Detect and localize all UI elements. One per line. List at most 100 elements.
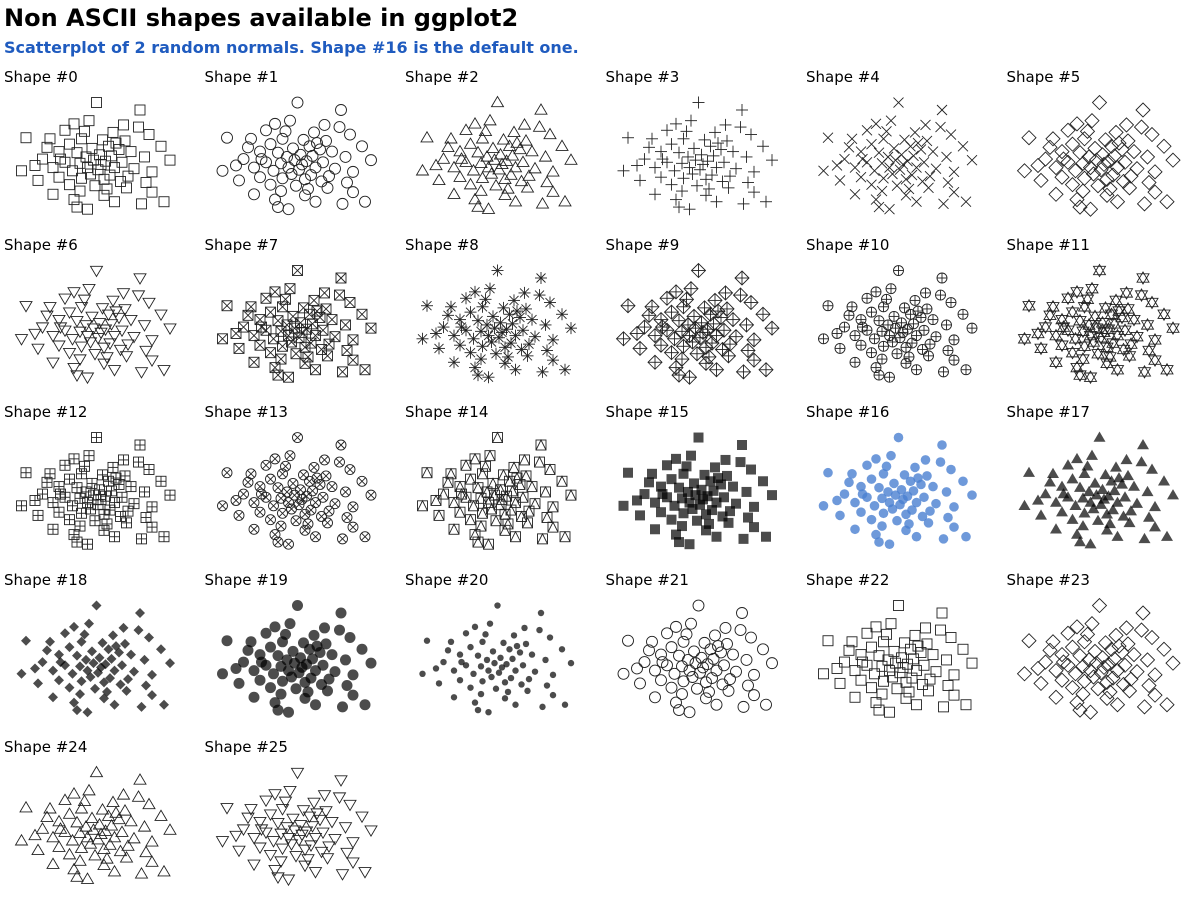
data-point <box>311 640 322 651</box>
data-point <box>345 297 355 307</box>
facet-shape-14: Shape #14 <box>401 401 601 569</box>
facet-label: Shape #14 <box>405 403 488 421</box>
data-point <box>430 327 442 339</box>
data-point <box>71 871 83 881</box>
data-point <box>967 155 977 165</box>
data-point <box>248 860 260 870</box>
data-point <box>347 858 359 868</box>
data-point <box>703 686 714 697</box>
data-point <box>673 704 684 715</box>
data-point <box>217 501 227 511</box>
data-point <box>1167 322 1179 334</box>
data-point <box>292 265 302 275</box>
data-point <box>140 654 150 664</box>
data-point <box>37 823 49 833</box>
data-point <box>340 319 350 329</box>
facet-shape-12: Shape #12 <box>0 401 200 569</box>
data-point <box>445 133 457 143</box>
data-point <box>308 127 319 138</box>
data-point <box>1137 439 1149 449</box>
data-point <box>698 134 710 146</box>
data-point <box>921 622 931 632</box>
data-point <box>1077 520 1089 530</box>
data-point <box>710 462 720 472</box>
facet-shape-2: Shape #2 <box>401 66 601 234</box>
data-point <box>1146 464 1158 474</box>
data-point <box>92 98 102 108</box>
data-point <box>116 679 126 689</box>
data-point <box>68 363 80 373</box>
data-point <box>673 201 685 213</box>
data-point <box>924 350 934 360</box>
data-point <box>1161 363 1173 375</box>
data-point <box>44 803 56 813</box>
data-point <box>309 295 319 305</box>
data-point <box>1137 699 1151 713</box>
data-point <box>718 285 732 299</box>
data-point <box>856 507 866 517</box>
data-point <box>691 263 705 277</box>
data-point <box>541 344 553 356</box>
data-point <box>254 843 266 853</box>
data-point <box>1066 473 1078 483</box>
data-point <box>156 644 166 654</box>
data-point <box>1111 363 1123 375</box>
data-point <box>537 365 549 377</box>
data-point <box>1137 272 1149 284</box>
data-point <box>101 352 113 362</box>
data-point <box>319 622 330 633</box>
data-point <box>421 299 433 311</box>
data-point <box>882 629 892 639</box>
data-point <box>540 151 552 161</box>
data-point <box>335 776 347 786</box>
data-point <box>749 502 759 512</box>
data-point <box>765 321 779 335</box>
data-point <box>492 264 504 276</box>
data-point <box>547 354 559 366</box>
data-point <box>721 348 735 362</box>
data-point <box>418 501 428 511</box>
data-point <box>323 171 334 182</box>
data-point <box>823 635 833 645</box>
data-point <box>761 532 771 542</box>
data-point <box>451 667 457 673</box>
data-point <box>326 649 337 660</box>
data-point <box>477 133 489 143</box>
data-point <box>949 502 959 512</box>
data-point <box>743 513 753 523</box>
data-point <box>741 487 751 497</box>
data-point <box>147 167 157 177</box>
data-point <box>318 492 328 502</box>
data-point <box>1101 357 1113 369</box>
data-point <box>465 179 477 189</box>
data-point <box>269 194 280 205</box>
data-point <box>541 487 551 497</box>
data-point <box>291 768 303 778</box>
chart-title: Non ASCII shapes available in ggplot2 <box>4 4 518 32</box>
data-point <box>559 363 571 375</box>
data-point <box>155 810 167 820</box>
data-point <box>80 126 90 136</box>
data-point <box>92 600 102 610</box>
data-point <box>268 668 279 679</box>
data-point <box>455 507 465 517</box>
data-point <box>1057 321 1069 333</box>
data-point <box>1066 346 1078 358</box>
data-point <box>527 482 537 492</box>
data-point <box>487 310 499 322</box>
data-point <box>144 632 154 642</box>
data-point <box>1148 688 1162 702</box>
data-point <box>146 856 158 866</box>
data-point <box>16 835 28 845</box>
data-point <box>276 844 288 854</box>
data-point <box>885 330 895 340</box>
data-point <box>111 138 121 148</box>
data-point <box>33 678 43 688</box>
data-point <box>254 146 265 157</box>
data-point <box>47 858 59 868</box>
data-point <box>909 151 919 161</box>
data-point <box>302 183 313 194</box>
data-point <box>487 620 493 626</box>
data-point <box>302 686 313 697</box>
data-point <box>871 621 881 631</box>
